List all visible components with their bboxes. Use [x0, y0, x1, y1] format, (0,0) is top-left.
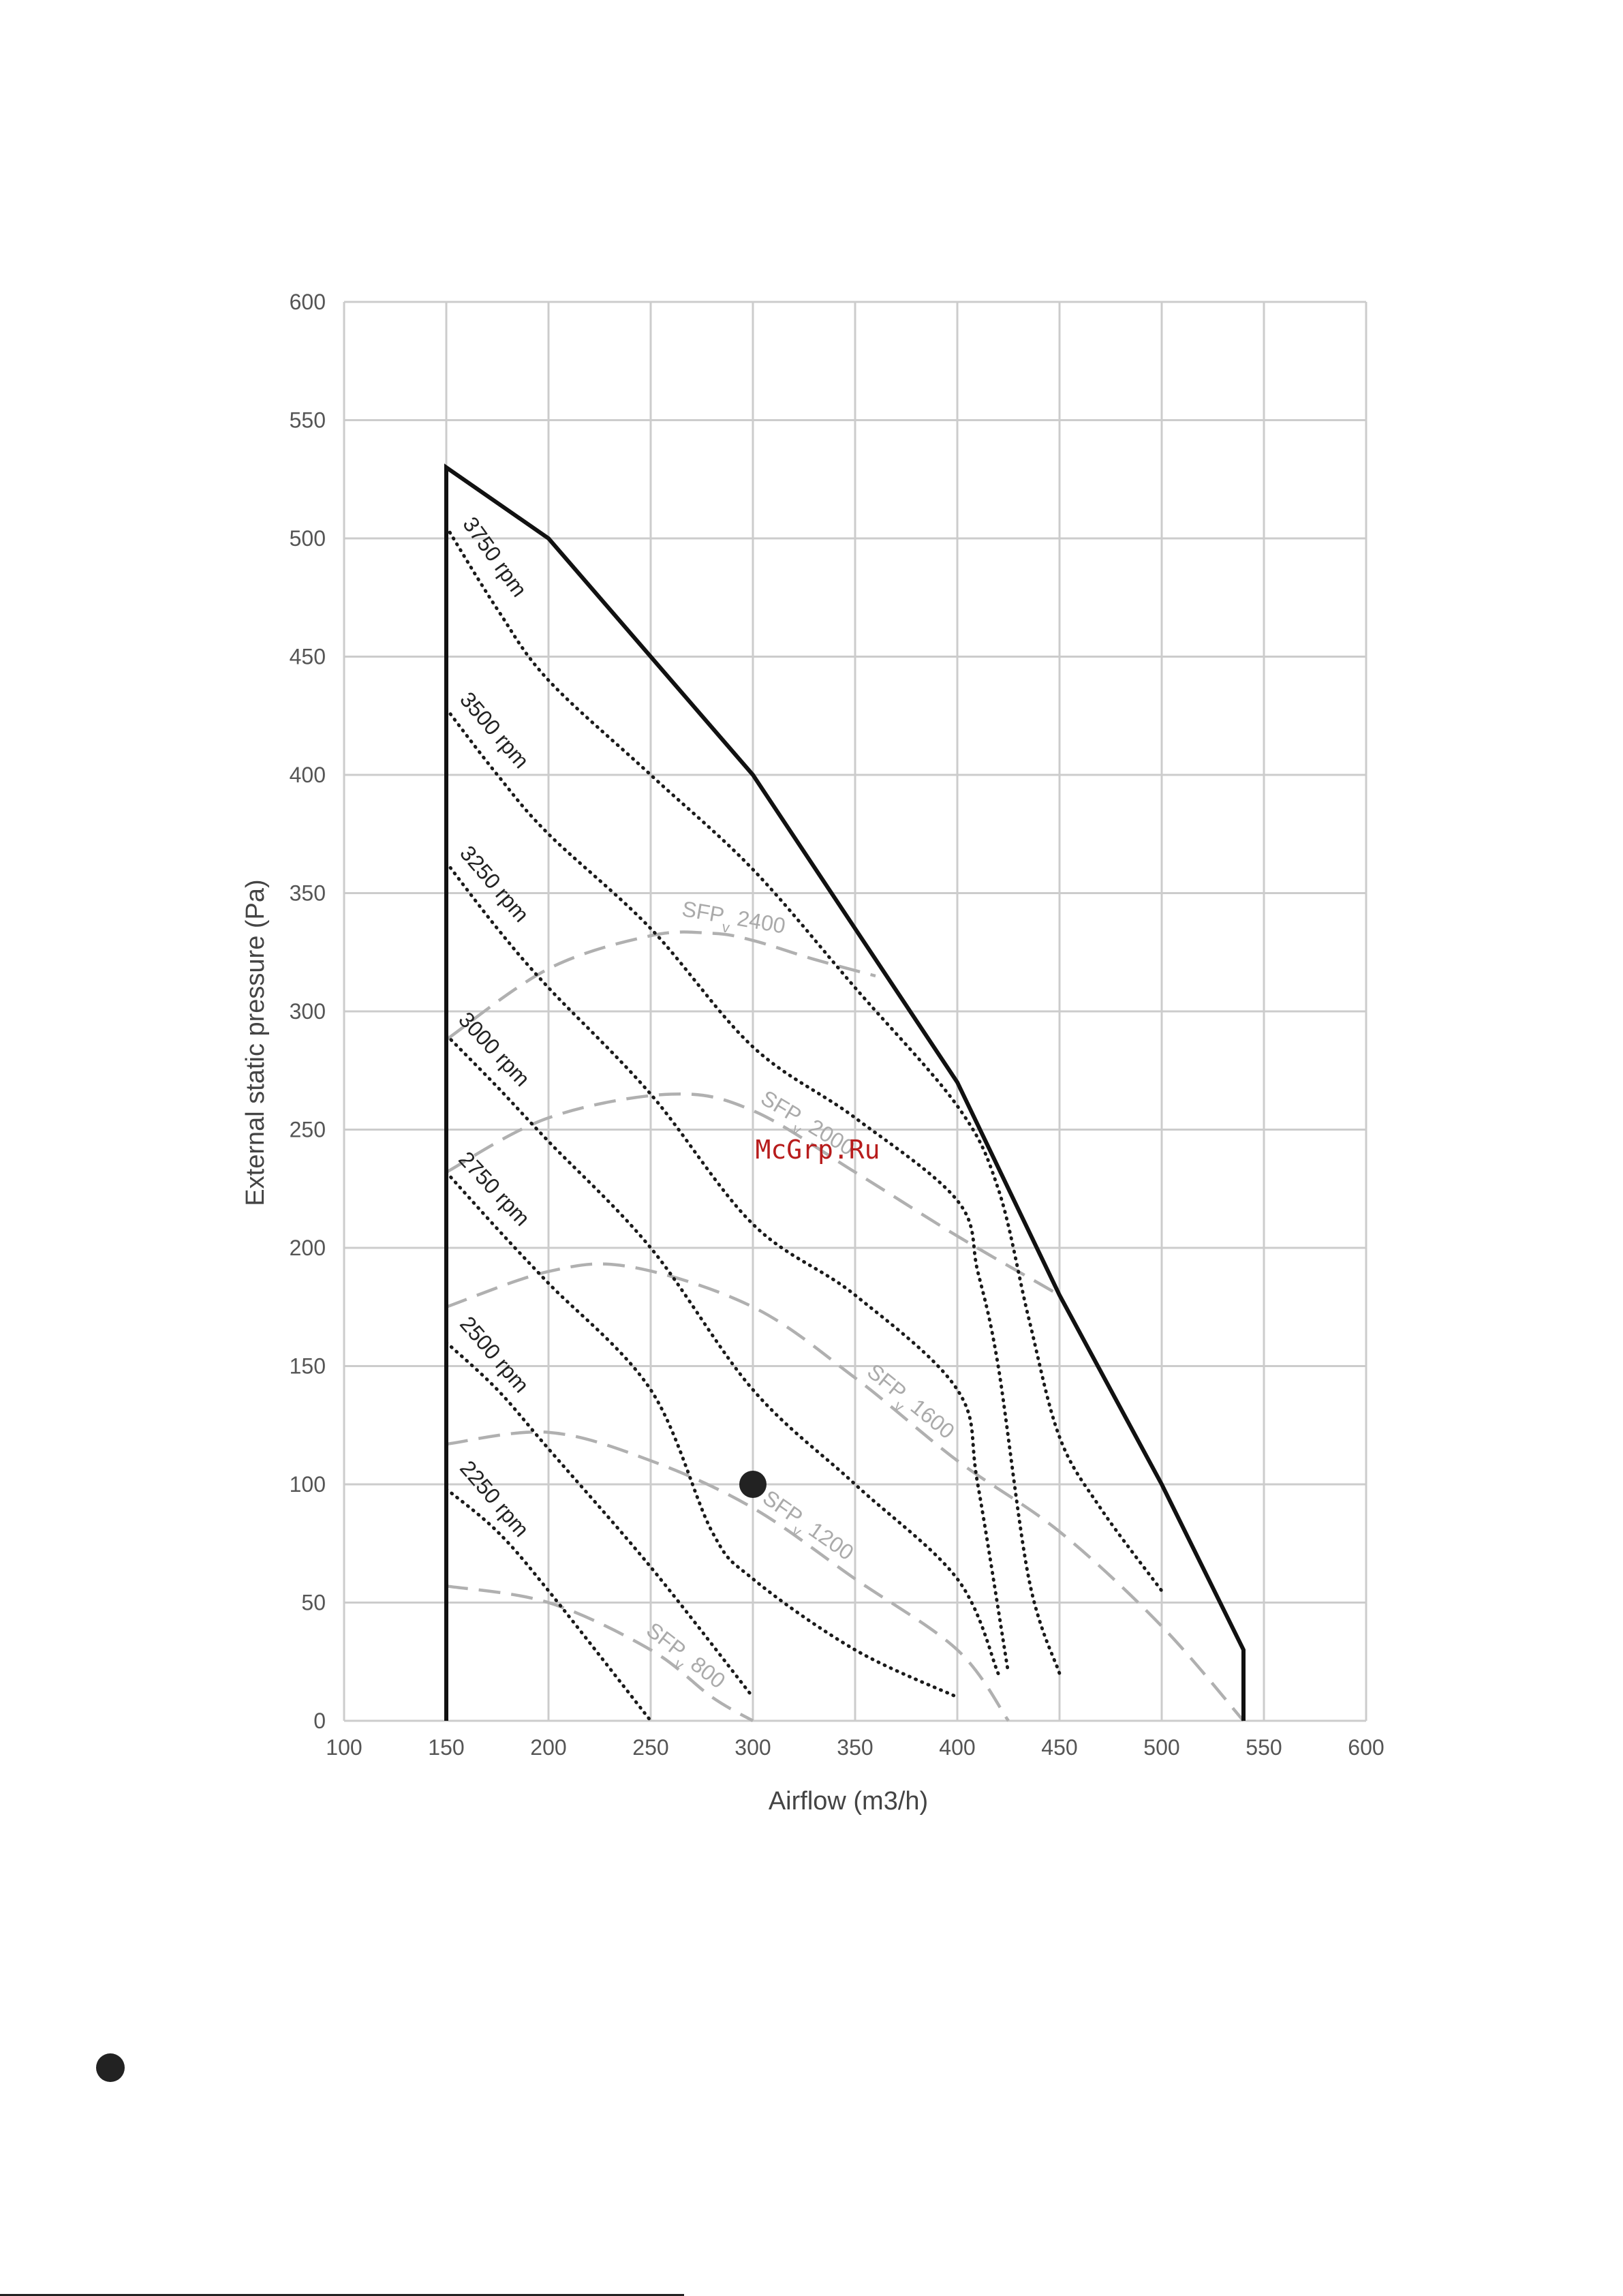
y-tick-label-350: 350 [290, 881, 326, 906]
x-tick-label-350: 350 [837, 1735, 873, 1760]
x-tick-label-600: 600 [1348, 1735, 1384, 1760]
sfp-curve-2000 [445, 1092, 1061, 1297]
rpm-label-2750-rpm: 2750 rpm [454, 1146, 535, 1230]
rpm-curve-3500-rpm [444, 707, 1062, 1676]
tick-labels: 100 150 200 250 300 350 400 450 500 550 600 0 50 100 1… [290, 290, 1385, 1760]
page-divider [0, 2294, 684, 2296]
rpm-label-2500-rpm: 2500 rpm [455, 1311, 534, 1397]
sfp-curve-2400 [445, 930, 876, 1041]
y-tick-label-200: 200 [290, 1236, 326, 1260]
rpm-label-3750-rpm: 3750 rpm [458, 512, 531, 602]
x-tick-label-550: 550 [1246, 1735, 1282, 1760]
rpm-curve-2250-rpm [444, 1487, 653, 1723]
sfp-label-1200: SFPv 1200 [754, 1485, 858, 1571]
rpm-label-3000-rpm: 3000 rpm [454, 1007, 535, 1091]
sfp-label-2400: SFPv 2400 [679, 896, 787, 945]
y-tick-label-500: 500 [290, 526, 326, 551]
y-tick-label-0: 0 [313, 1709, 326, 1733]
y-tick-label-300: 300 [290, 999, 326, 1024]
operating-point-legend-marker [96, 2053, 125, 2082]
x-tick-label-500: 500 [1143, 1735, 1179, 1760]
sfp-curve-800 [446, 1584, 754, 1722]
operating-point-marker [739, 1471, 767, 1498]
x-tick-label-150: 150 [428, 1735, 464, 1760]
x-tick-label-250: 250 [632, 1735, 668, 1760]
x-axis-label: Airflow (m3/h) [769, 1787, 928, 1816]
rpm-curve-2500-rpm [444, 1341, 755, 1699]
y-tick-label-550: 550 [290, 408, 326, 433]
grid-lines [343, 301, 1367, 1722]
y-tick-label-400: 400 [290, 763, 326, 787]
sfp-curve-1600 [446, 1262, 1245, 1722]
sfp-curve-1200 [446, 1430, 1010, 1722]
y-tick-label-100: 100 [290, 1472, 326, 1497]
rpm-curve-3000-rpm [444, 1033, 1000, 1676]
y-tick-label-600: 600 [290, 290, 326, 314]
y-axis-label: External static pressure (Pa) [241, 879, 270, 1206]
rpm-curve-3750-rpm [444, 525, 1164, 1593]
rpm-label-3500-rpm: 3500 rpm [455, 687, 534, 773]
operating-envelope [444, 463, 1246, 1721]
x-tick-label-300: 300 [735, 1735, 771, 1760]
x-tick-label-100: 100 [326, 1735, 362, 1760]
x-tick-label-200: 200 [530, 1735, 566, 1760]
rpm-curve-2750-rpm [444, 1170, 959, 1699]
y-tick-label-450: 450 [290, 645, 326, 669]
rpm-label-3250-rpm: 3250 rpm [455, 841, 534, 927]
x-tick-label-450: 450 [1041, 1735, 1077, 1760]
rpm-curve-3250-rpm [444, 860, 1010, 1676]
x-tick-label-400: 400 [939, 1735, 975, 1760]
envelope-line [444, 463, 1246, 1721]
operating-point [739, 1471, 767, 1498]
y-tick-label-250: 250 [290, 1118, 326, 1142]
y-tick-label-150: 150 [290, 1354, 326, 1379]
watermark: McGrp.Ru [755, 1135, 880, 1165]
rpm-curves: 3750 rpm 3500 rpm 3250 rpm 3000 rpm 2750 rpm… [444, 512, 1164, 1723]
y-tick-label-50: 50 [301, 1591, 326, 1615]
